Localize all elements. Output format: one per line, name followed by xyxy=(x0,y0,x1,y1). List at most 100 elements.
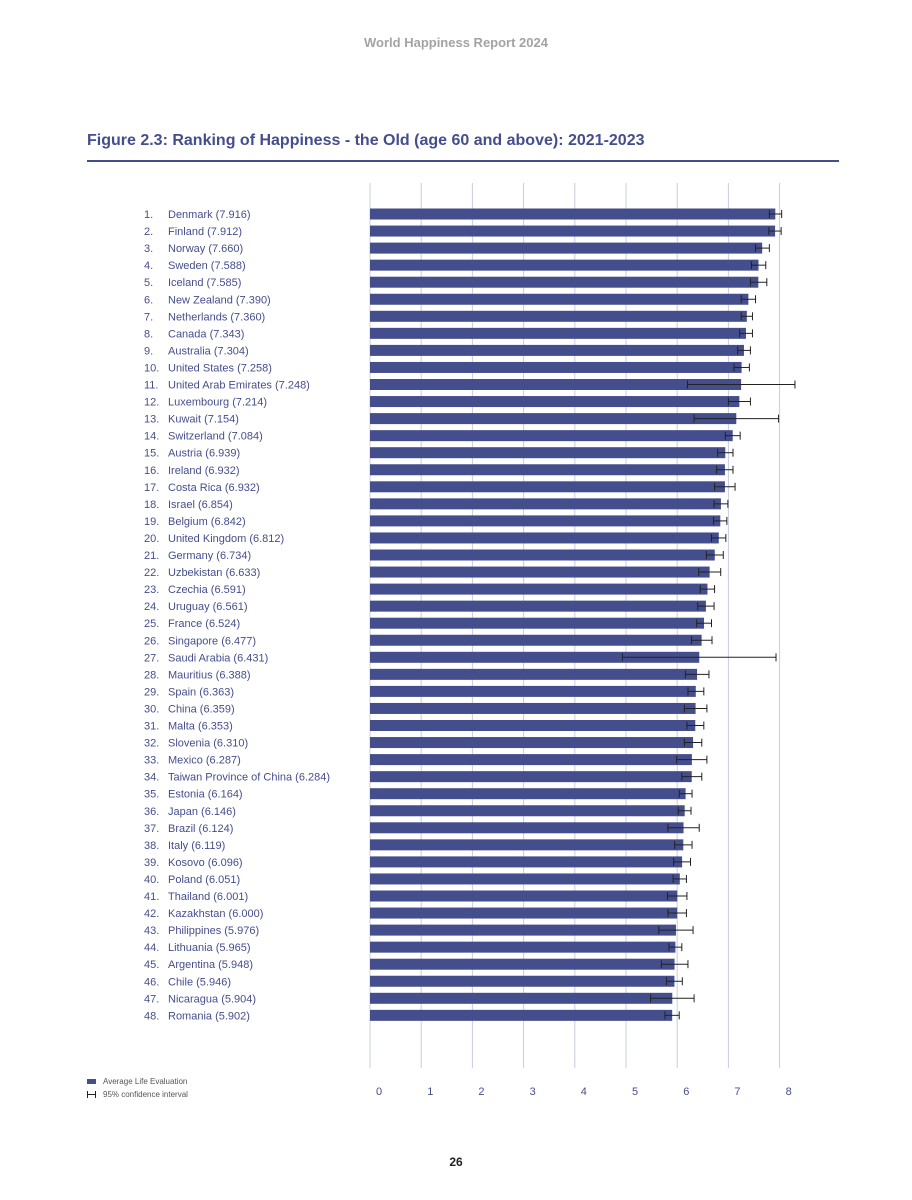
x-tick-label: 2 xyxy=(478,1086,484,1098)
rank-label: 3. xyxy=(144,243,153,255)
bar xyxy=(370,259,759,271)
rank-label: 1. xyxy=(144,209,153,221)
country-label: Netherlands (7.360) xyxy=(168,311,265,323)
confidence-interval xyxy=(650,994,695,1003)
country-label: Kuwait (7.154) xyxy=(168,414,239,426)
x-tick-label: 6 xyxy=(683,1086,689,1098)
bar xyxy=(370,805,685,817)
country-label: Canada (7.343) xyxy=(168,328,244,340)
bar xyxy=(370,481,725,493)
rank-label: 18. xyxy=(144,499,159,511)
country-label: United Kingdom (6.812) xyxy=(168,533,284,545)
rank-label: 37. xyxy=(144,823,159,835)
legend-bar-swatch xyxy=(87,1079,96,1084)
rank-label: 41. xyxy=(144,891,159,903)
confidence-interval xyxy=(621,653,777,662)
bar xyxy=(370,907,678,919)
bar xyxy=(370,276,759,288)
bar xyxy=(370,685,696,697)
x-tick-label: 7 xyxy=(734,1086,740,1098)
bar xyxy=(370,754,692,766)
legend-bar-label: Average Life Evaluation xyxy=(103,1077,188,1086)
country-label: United States (7.258) xyxy=(168,362,272,374)
rank-label: 45. xyxy=(144,959,159,971)
rank-label: 10. xyxy=(144,362,159,374)
country-label: Costa Rica (6.932) xyxy=(168,482,260,494)
confidence-interval xyxy=(678,789,693,798)
rank-label: 27. xyxy=(144,652,159,664)
country-label: Brazil (6.124) xyxy=(168,823,233,835)
country-label: Denmark (7.916) xyxy=(168,209,251,221)
bar xyxy=(370,600,706,612)
rank-label: 22. xyxy=(144,567,159,579)
country-label: Romania (5.902) xyxy=(168,1010,250,1022)
chart-legend: Average Life Evaluation 95% confidence i… xyxy=(87,1075,188,1101)
country-label: Poland (6.051) xyxy=(168,874,240,886)
bar xyxy=(370,822,684,834)
x-tick-label: 4 xyxy=(581,1086,587,1098)
bar xyxy=(370,958,675,970)
report-header: World Happiness Report 2024 xyxy=(364,35,548,50)
bar xyxy=(370,720,696,731)
bar xyxy=(370,924,676,936)
country-label: Italy (6.119) xyxy=(168,840,225,852)
x-tick-label: 8 xyxy=(786,1086,792,1098)
rank-label: 14. xyxy=(144,431,159,443)
rank-label: 44. xyxy=(144,942,159,954)
legend-ci-label: 95% confidence interval xyxy=(103,1090,188,1099)
confidence-interval xyxy=(739,329,753,338)
confidence-interval xyxy=(684,670,710,679)
country-label: Sweden (7.588) xyxy=(168,260,246,272)
bar xyxy=(370,702,696,714)
country-label: Finland (7.912) xyxy=(168,226,242,238)
chart-title: Figure 2.3: Ranking of Happiness - the O… xyxy=(87,132,645,149)
confidence-interval xyxy=(665,977,683,986)
country-label: Lithuania (5.965) xyxy=(168,942,251,954)
country-label: Germany (6.734) xyxy=(168,550,251,562)
confidence-interval xyxy=(683,704,708,713)
bar xyxy=(370,668,698,680)
confidence-interval xyxy=(687,687,705,696)
country-label: Uzbekistan (6.633) xyxy=(168,567,260,579)
confidence-interval xyxy=(749,278,768,287)
country-label: Malta (6.353) xyxy=(168,721,233,733)
bar xyxy=(370,651,700,663)
bar xyxy=(370,208,776,220)
confidence-interval xyxy=(672,874,687,883)
rank-label: 30. xyxy=(144,703,159,715)
rank-label: 19. xyxy=(144,516,159,528)
bar xyxy=(370,634,702,646)
confidence-interval xyxy=(693,414,780,423)
bar xyxy=(370,310,747,322)
rank-label: 43. xyxy=(144,925,159,937)
x-tick-label: 3 xyxy=(530,1086,536,1098)
rank-label: 38. xyxy=(144,840,159,852)
country-label: Singapore (6.477) xyxy=(168,635,256,647)
bar xyxy=(370,566,710,578)
country-label: Kazakhstan (6.000) xyxy=(168,908,263,920)
confidence-interval xyxy=(674,840,693,849)
country-label: Mexico (6.287) xyxy=(168,755,241,767)
rank-label: 34. xyxy=(144,772,159,784)
country-label: Thailand (6.001) xyxy=(168,891,248,903)
country-label: China (6.359) xyxy=(168,703,235,715)
country-label: Czechia (6.591) xyxy=(168,584,246,596)
confidence-interval xyxy=(673,857,692,866)
page-number: 26 xyxy=(449,1155,463,1169)
confidence-interval xyxy=(686,380,796,389)
bar xyxy=(370,430,733,442)
confidence-interval-icon xyxy=(87,1091,96,1098)
country-label: Japan (6.146) xyxy=(168,806,236,818)
country-label: Luxembourg (7.214) xyxy=(168,397,267,409)
bar xyxy=(370,413,737,425)
confidence-interval xyxy=(716,465,734,474)
rank-label: 13. xyxy=(144,414,159,426)
confidence-interval xyxy=(667,823,700,832)
rank-label: 25. xyxy=(144,618,159,630)
bar xyxy=(370,975,675,987)
bar xyxy=(370,361,742,373)
country-label: Switzerland (7.084) xyxy=(168,431,263,443)
bar xyxy=(370,941,676,953)
legend-item-ci: 95% confidence interval xyxy=(87,1088,188,1101)
